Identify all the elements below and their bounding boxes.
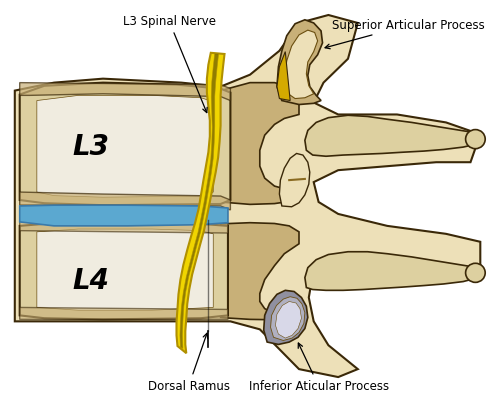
Text: L4: L4 <box>72 266 109 294</box>
Polygon shape <box>20 83 231 101</box>
Polygon shape <box>20 206 228 226</box>
Polygon shape <box>270 297 305 341</box>
Polygon shape <box>20 223 228 320</box>
Polygon shape <box>37 96 213 198</box>
Polygon shape <box>220 223 299 320</box>
Ellipse shape <box>466 130 485 149</box>
Polygon shape <box>220 83 299 205</box>
Polygon shape <box>37 230 213 311</box>
Polygon shape <box>277 21 322 105</box>
Ellipse shape <box>466 264 485 283</box>
Polygon shape <box>20 220 228 233</box>
Polygon shape <box>276 302 301 338</box>
Text: L3 Spinal Nerve: L3 Spinal Nerve <box>122 15 216 113</box>
Polygon shape <box>264 291 308 345</box>
Polygon shape <box>20 83 231 206</box>
Polygon shape <box>280 154 310 207</box>
Polygon shape <box>284 31 318 99</box>
Polygon shape <box>305 252 480 291</box>
Text: Inferior Aticular Process: Inferior Aticular Process <box>248 343 388 392</box>
Polygon shape <box>20 308 228 320</box>
Text: L3: L3 <box>72 133 109 161</box>
Text: Dorsal Ramus: Dorsal Ramus <box>148 333 230 392</box>
Polygon shape <box>176 54 224 353</box>
Polygon shape <box>305 116 480 157</box>
Polygon shape <box>180 54 218 349</box>
Polygon shape <box>20 192 231 211</box>
Text: Superior Articular Process: Superior Articular Process <box>325 19 485 50</box>
Polygon shape <box>15 16 480 377</box>
Polygon shape <box>277 53 290 101</box>
